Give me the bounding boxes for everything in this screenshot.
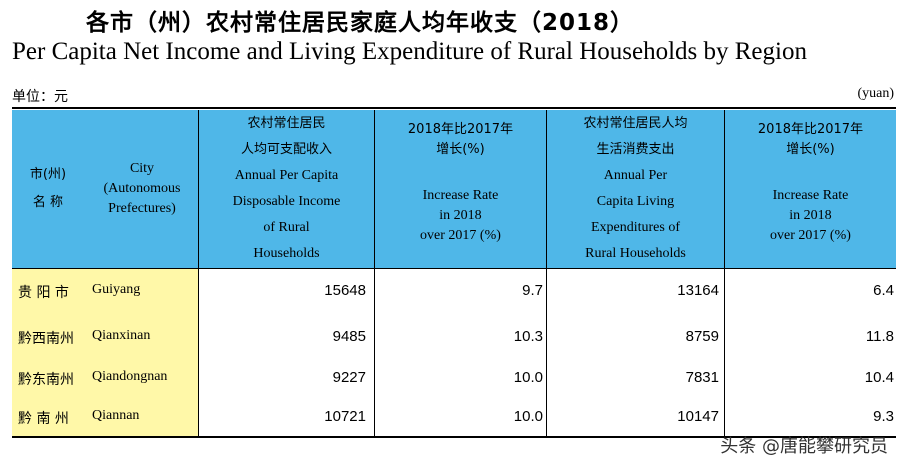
header-expenditure-en-line: Capita Living [596,194,675,209]
header-city-cn-line: 市(州) [29,167,67,182]
header-city-cn: 市(州) 名 称 [14,110,82,268]
header-income-growth-cn-line: 2018年比2017年 [407,122,514,137]
unit-label-en: (yuan) [857,86,894,101]
row-income: 9485 [332,328,366,345]
table-top-rule [12,107,896,109]
header-income-en-line: of Rural [263,220,310,235]
row-expenditure-growth: 11.8 [865,328,894,345]
row-income-growth: 10.0 [513,369,543,386]
header-city-en-line: (Autonomous [103,181,181,196]
row-income: 10721 [324,408,366,425]
header-expenditure-growth-cn-line: 增长(%) [786,142,835,157]
header-income-en-line: Disposable Income [232,194,341,209]
header-expenditure-en-line: Rural Households [585,246,686,261]
table-header-background [12,110,896,268]
page-title-cn: 各市（州）农村常住居民家庭人均年收支（2018） [85,10,634,36]
header-income: 农村常住居民 人均可支配收入 Annual Per Capita Disposa… [199,112,374,266]
header-expenditure-growth-cn-line: 2018年比2017年 [757,122,864,137]
row-city-en: Guiyang [92,282,141,297]
header-income-growth-en-line: over 2017 (%) [420,228,501,243]
header-income-en-line: Households [253,246,320,261]
header-income-cn-line: 人均可支配收入 [240,142,332,157]
column-divider [198,110,199,436]
header-city-en-line: City [129,161,155,176]
page-title-en: Per Capita Net Income and Living Expendi… [12,38,807,65]
row-city-en: Qiandongnan [92,369,168,384]
row-expenditure: 13164 [677,282,719,299]
row-city-cn: 黔 南 州 [18,411,69,427]
row-income: 15648 [324,282,366,299]
header-city-en-line: Prefectures) [108,201,176,216]
row-income: 9227 [332,369,366,386]
city-column-background [12,269,198,436]
header-expenditure-growth: 2018年比2017年 增长(%) Increase Rate in 2018 … [725,112,896,266]
header-income-growth-en-line: Increase Rate [422,188,499,203]
row-city-cn: 黔西南州 [18,331,74,347]
column-divider [374,110,375,436]
header-income-growth: 2018年比2017年 增长(%) Increase Rate in 2018 … [375,112,546,266]
table-bottom-rule [12,436,896,438]
row-city-cn: 黔东南州 [18,372,74,388]
header-expenditure-growth-en-line: Increase Rate [772,188,849,203]
unit-label-cn: 单位：元 [12,89,68,105]
column-divider [724,110,725,436]
header-income-cn-line: 农村常住居民 [247,116,326,131]
row-city-cn: 贵 阳 市 [18,285,69,301]
header-income-growth-cn-line: 增长(%) [436,142,485,157]
header-income-en-line: Annual Per Capita [234,168,339,183]
header-expenditure-growth-en-line: over 2017 (%) [770,228,851,243]
row-expenditure-growth: 9.3 [873,408,894,425]
header-city-en: City (Autonomous Prefectures) [88,110,196,268]
header-expenditure: 农村常住居民人均 生活消费支出 Annual Per Capita Living… [547,112,724,266]
row-income-growth: 10.0 [513,408,543,425]
row-city-en: Qianxinan [92,328,151,343]
table-header-rule [12,268,896,269]
column-divider [546,110,547,436]
header-income-growth-en-line: in 2018 [439,208,482,223]
header-expenditure-cn-line: 农村常住居民人均 [583,116,688,131]
watermark-text: 头条 @唐能攀研究员 [720,436,888,457]
row-expenditure: 7831 [685,369,719,386]
header-expenditure-en-line: Expenditures of [590,220,680,235]
header-expenditure-en-line: Annual Per [603,168,668,183]
header-expenditure-cn-line: 生活消费支出 [596,142,675,157]
row-city-en: Qiannan [92,408,140,423]
row-income-growth: 10.3 [513,328,543,345]
row-expenditure-growth: 6.4 [873,282,894,299]
row-expenditure-growth: 10.4 [864,369,894,386]
row-expenditure: 8759 [685,328,719,345]
header-city-cn-line: 名 称 [32,195,64,210]
row-income-growth: 9.7 [522,282,543,299]
row-expenditure: 10147 [677,408,719,425]
header-expenditure-growth-en-line: in 2018 [789,208,832,223]
